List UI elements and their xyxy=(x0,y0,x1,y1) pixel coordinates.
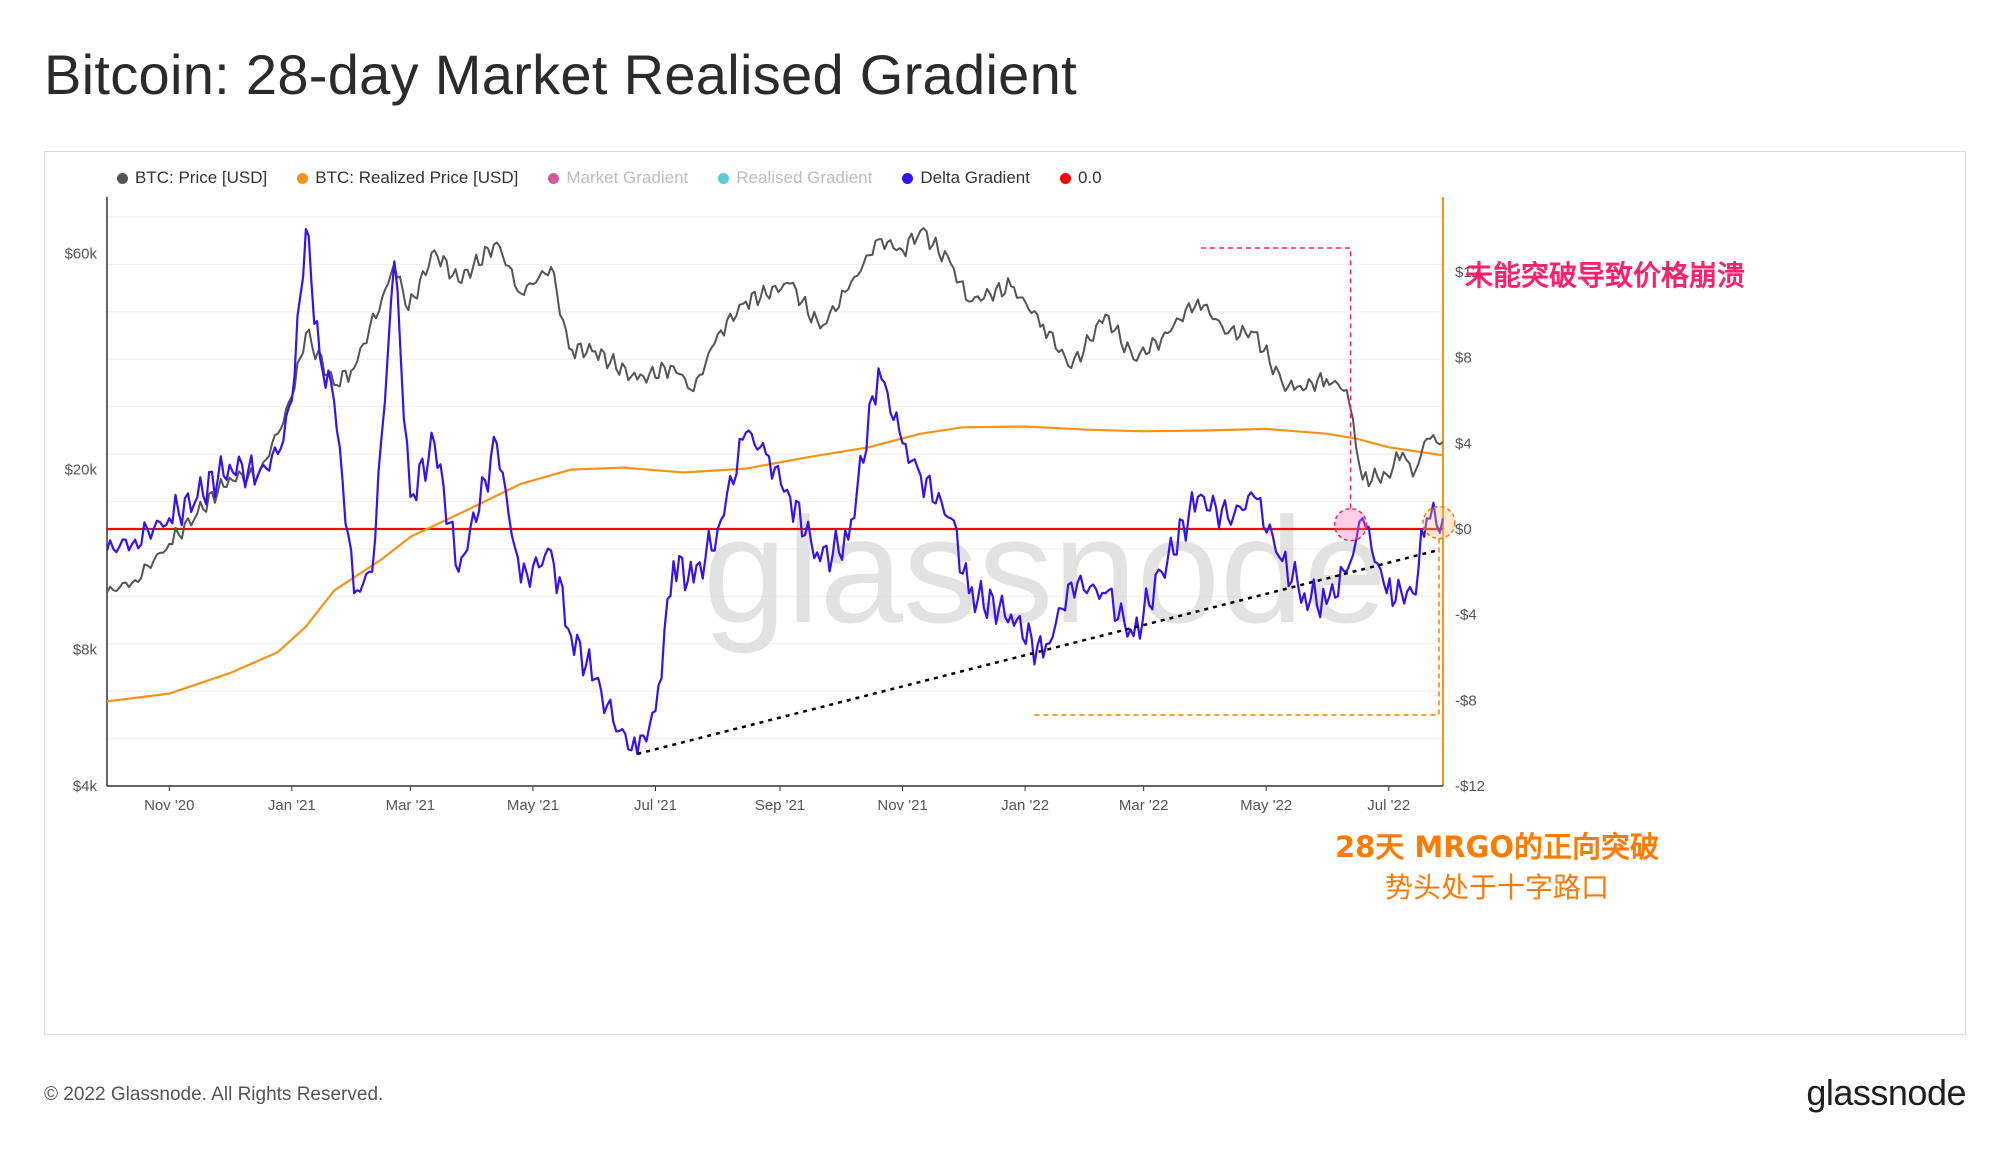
right-tick-label: $8 xyxy=(1455,350,1472,367)
legend-item-realised-gradient[interactable]: Realised Gradient xyxy=(718,168,872,188)
breakout-marker-circle xyxy=(1422,505,1456,540)
legend-item-market-gradient[interactable]: Market Gradient xyxy=(548,168,688,188)
right-tick-label: -$8 xyxy=(1455,692,1477,709)
legend-item-delta-gradient[interactable]: Delta Gradient xyxy=(902,168,1030,188)
x-tick-label: Jan '21 xyxy=(268,797,316,814)
chart-panel: BTC: Price [USD] BTC: Realized Price [US… xyxy=(44,151,1966,1035)
x-axis: Nov '20 Jan '21 Mar '21 May '21 Jul '21 Sep '… xyxy=(107,785,1443,814)
left-tick-label: $20k xyxy=(64,462,97,479)
annotation-breakout-subtitle: 势头处于十字路口 xyxy=(1385,871,1609,904)
right-tick-label: -$12 xyxy=(1455,778,1485,795)
legend-item-price[interactable]: BTC: Price [USD] xyxy=(117,168,267,188)
legend-label-price: BTC: Price [USD] xyxy=(135,168,268,187)
x-tick-label: Nov '21 xyxy=(877,797,927,814)
annotation-layer: 未能突破导致价格崩溃 28天 MRGO的正向突破 势头处于十字路口 xyxy=(1033,247,1745,904)
support-trendline xyxy=(637,549,1438,756)
breakdown-marker-circle xyxy=(1333,507,1368,542)
left-axis: $4k $8k $20k $60k xyxy=(64,197,108,795)
x-tick-label: May '21 xyxy=(507,797,559,814)
realized-price-line xyxy=(106,425,1444,703)
breakout-guide-line xyxy=(1033,538,1440,716)
legend-label-zero-line: 0.0 xyxy=(1077,168,1102,187)
legend-dot-delta-gradient xyxy=(902,172,914,184)
legend-label-realised-gradient: Realised Gradient xyxy=(736,168,873,187)
right-tick-label: $4 xyxy=(1455,435,1472,452)
x-tick-label: Jan '22 xyxy=(1001,797,1049,814)
legend-item-realized-price[interactable]: BTC: Realized Price [USD] xyxy=(297,168,518,188)
right-tick-label: $0 xyxy=(1455,521,1472,538)
legend-item-zero-line[interactable]: 0.0 xyxy=(1059,168,1102,188)
legend-label-realized-price: BTC: Realized Price [USD] xyxy=(315,168,519,187)
legend-label-market-gradient: Market Gradient xyxy=(566,168,689,187)
series-layer xyxy=(105,227,1445,756)
legend-dot-price xyxy=(117,172,128,184)
x-tick-label: Sep '21 xyxy=(755,797,805,814)
right-tick-label: -$4 xyxy=(1455,607,1477,624)
x-tick-label: Jul '22 xyxy=(1367,797,1410,814)
watermark-text: glassnode xyxy=(703,486,1387,654)
annotation-breakdown-text: 未能突破导致价格崩溃 xyxy=(1465,259,1745,292)
legend-dot-realized-price xyxy=(297,172,309,184)
legend-dot-realised-gradient xyxy=(718,172,730,184)
legend-label-delta-gradient: Delta Gradient xyxy=(920,168,1030,187)
left-tick-label: $60k xyxy=(64,246,97,263)
x-tick-label: Mar '22 xyxy=(1119,797,1169,814)
legend-dot-zero-line xyxy=(1059,172,1071,184)
page-title: Bitcoin: 28-day Market Realised Gradient xyxy=(44,43,1077,106)
delta-gradient-line xyxy=(105,228,1445,755)
annotation-breakout-title: 28天 MRGO的正向突破 xyxy=(1335,830,1659,864)
right-axis: $12 $8 $4 $0 -$4 -$8 -$12 xyxy=(1442,197,1485,795)
breakdown-guide-line xyxy=(1201,247,1352,511)
glassnode-logo[interactable]: glassnode xyxy=(1806,1072,1966,1113)
x-tick-label: Jul '21 xyxy=(634,797,677,814)
legend-dot-market-gradient xyxy=(548,172,560,184)
x-tick-label: May '22 xyxy=(1240,797,1292,814)
btc-price-line xyxy=(106,227,1444,593)
footer-copyright: © 2022 Glassnode. All Rights Reserved. xyxy=(44,1084,384,1105)
right-tick-label: $12 xyxy=(1455,264,1480,281)
chart-canvas: glassnode $4k $8k $20k $60k $12 $8 $4 $0 -$4 -$8… xyxy=(64,197,1745,904)
chart-legend: BTC: Price [USD] BTC: Realized Price [US… xyxy=(117,168,1102,188)
left-tick-label: $4k xyxy=(73,778,98,795)
x-tick-label: Nov '20 xyxy=(144,797,194,814)
x-tick-label: Mar '21 xyxy=(386,797,436,814)
left-tick-label: $8k xyxy=(73,642,98,659)
